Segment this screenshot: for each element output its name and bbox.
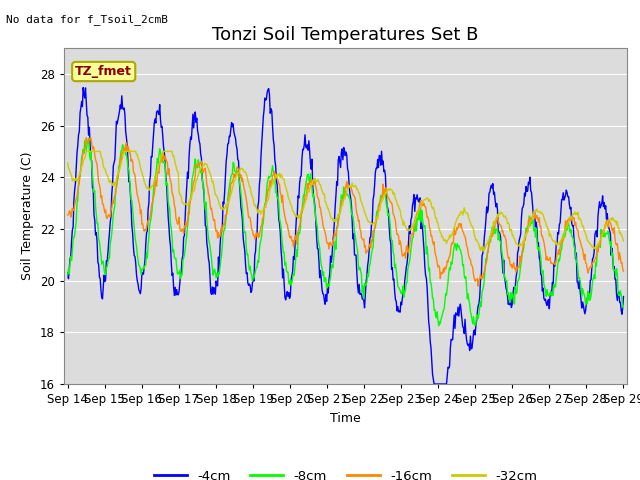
X-axis label: Time: Time <box>330 411 361 425</box>
Legend: -4cm, -8cm, -16cm, -32cm: -4cm, -8cm, -16cm, -32cm <box>148 465 543 480</box>
Y-axis label: Soil Temperature (C): Soil Temperature (C) <box>21 152 35 280</box>
Text: No data for f_Tsoil_2cmB: No data for f_Tsoil_2cmB <box>6 14 168 25</box>
Title: Tonzi Soil Temperatures Set B: Tonzi Soil Temperatures Set B <box>212 25 479 44</box>
Text: TZ_fmet: TZ_fmet <box>76 65 132 78</box>
